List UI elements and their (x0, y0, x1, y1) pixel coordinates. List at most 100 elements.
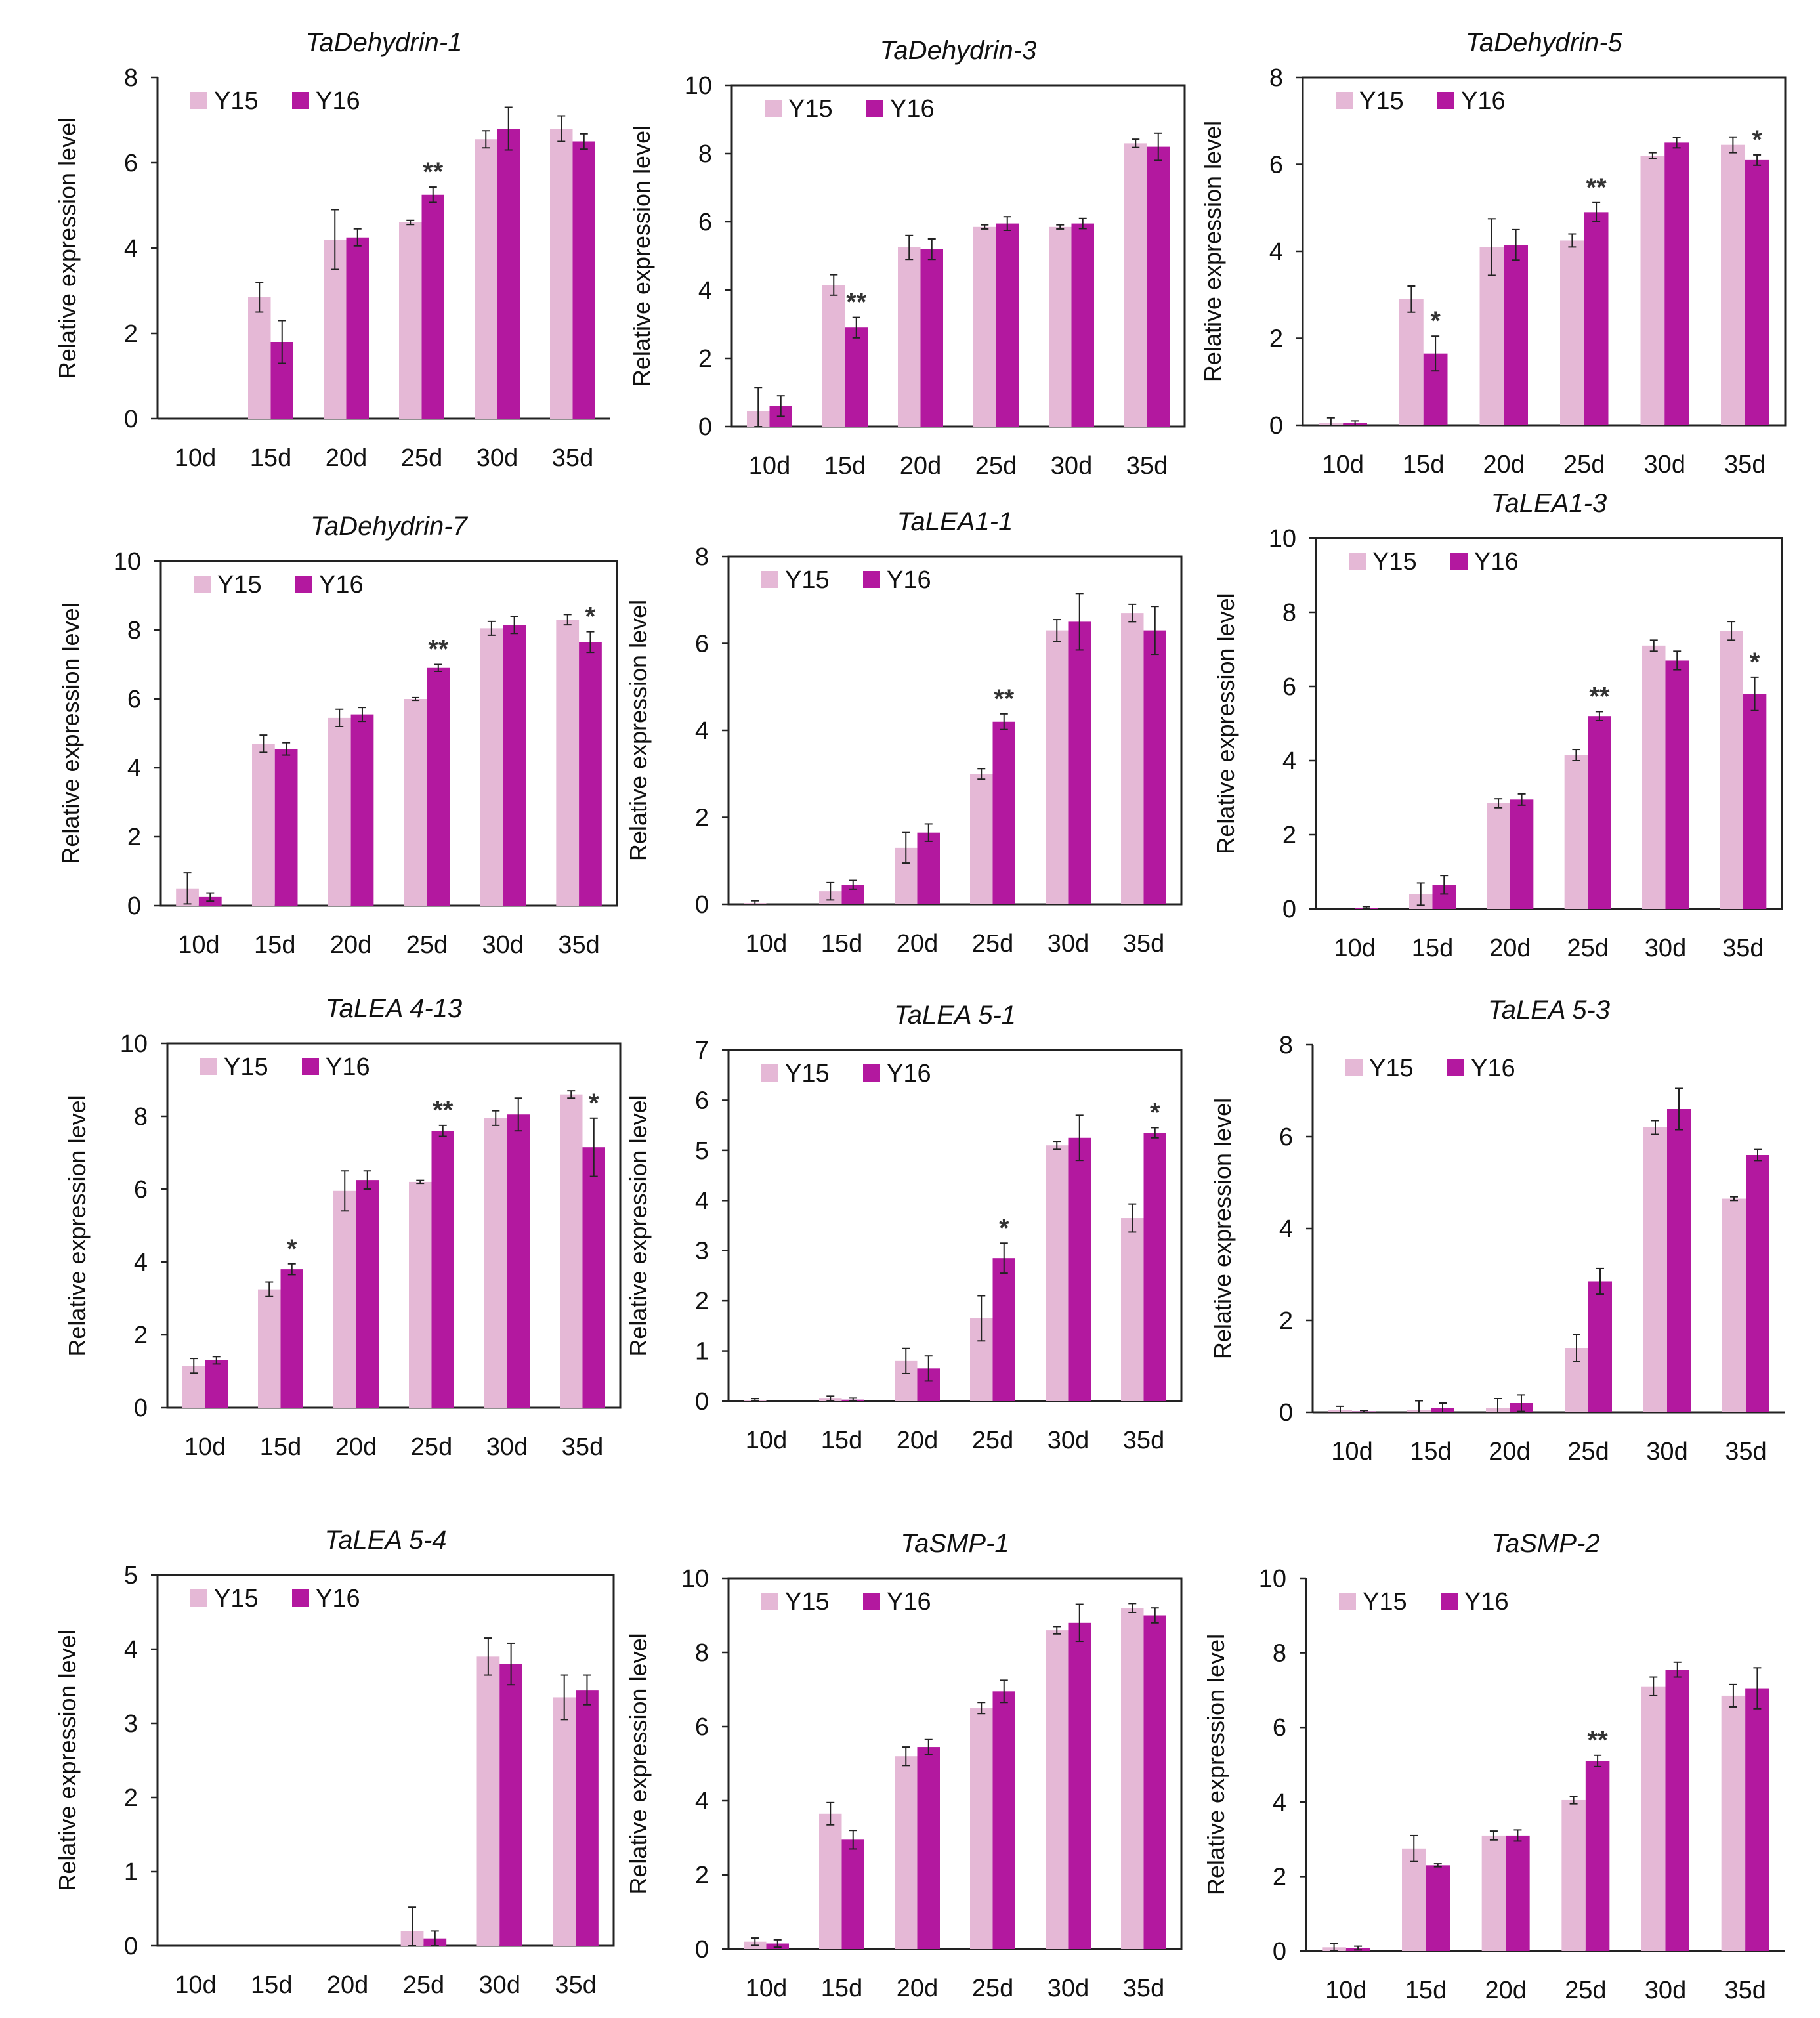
y-tick-label: 3 (124, 1710, 138, 1738)
x-tick-label: 20d (335, 1433, 377, 1461)
x-tick-label: 10d (184, 1433, 226, 1461)
bar-y16-35d (582, 1147, 605, 1408)
y-tick-label: 4 (695, 1788, 709, 1815)
bar-y15-30d (476, 1656, 500, 1946)
y-tick-label: 4 (695, 1187, 709, 1215)
bar-y15-30d (1049, 226, 1072, 427)
chart-panel-7: TaLEA 4-13 Relative expression level 0 2 4 6 8… (64, 994, 622, 1461)
bar-y15-20d (1487, 803, 1510, 909)
legend-label-y15: Y15 (788, 95, 833, 123)
x-tick-label: 30d (486, 1433, 528, 1461)
x-tick-label: 15d (821, 930, 862, 957)
bar-y15-35d (1720, 631, 1743, 909)
bar-y15-25d (409, 1181, 432, 1408)
legend-label-y16: Y16 (1464, 1588, 1509, 1616)
x-tick-label: 15d (1412, 935, 1453, 962)
bar-y15-30d (1641, 1686, 1666, 1951)
bar-y16-35d (1143, 630, 1166, 904)
x-tick-label: 25d (411, 1433, 452, 1461)
bar-y15-15d (819, 1813, 842, 1949)
bar-y16-30d (1665, 1670, 1689, 1951)
bar-y16-25d (1588, 1281, 1612, 1412)
x-tick-label: 25d (972, 1975, 1013, 2002)
bar-y15-30d (1046, 1145, 1069, 1401)
x-tick-label: 10d (746, 1975, 787, 2002)
significance-marker: * (1750, 648, 1760, 677)
bar-y16-30d (1665, 660, 1689, 909)
x-tick-label: 25d (1567, 1438, 1609, 1465)
bar-y16-35d (1745, 159, 1769, 425)
bar-y16-15d (274, 749, 298, 906)
bar-y16-15d (280, 1269, 303, 1408)
bar-y16-35d (579, 642, 602, 906)
x-tick-label: 20d (897, 1427, 938, 1454)
x-tick-label: 30d (1051, 452, 1092, 480)
y-tick-label: 2 (698, 345, 712, 373)
bar-y15-20d (895, 1756, 918, 1949)
x-tick-label: 20d (900, 452, 941, 480)
chart-title: TaLEA1-1 (897, 507, 1013, 536)
x-tick-label: 20d (1483, 451, 1525, 478)
y-tick-label: 6 (698, 209, 712, 236)
significance-marker: * (589, 1089, 599, 1118)
y-tick-label: 2 (127, 824, 141, 851)
bar-y15-35d (550, 129, 573, 419)
bar-y15-35d (1722, 1198, 1746, 1412)
bar-y15-25d (970, 774, 993, 904)
x-tick-label: 35d (555, 1971, 596, 1999)
y-tick-label: 6 (1273, 1714, 1286, 1742)
y-tick-label: 4 (1273, 1789, 1286, 1817)
x-tick-label: 35d (1123, 1975, 1164, 2002)
y-tick-label: 3 (695, 1238, 709, 1265)
bar-y15-30d (1640, 156, 1665, 425)
legend-label-y16: Y16 (887, 1060, 931, 1087)
bar-y15-35d (556, 620, 580, 906)
significance-marker: ** (846, 288, 867, 317)
chart-panel-10: TaLEA 5-4 Relative expression level 0 1 2 3 4 5… (54, 1526, 615, 1999)
chart-panel-4: TaDehydrin-7 Relative expression level 0 2 4… (57, 512, 618, 959)
bar-y15-30d (1642, 645, 1666, 909)
bar-y15-20d (333, 1190, 356, 1408)
y-tick-label: 6 (695, 631, 709, 658)
x-tick-label: 15d (251, 1971, 292, 1999)
x-tick-label: 10d (1334, 935, 1375, 962)
significance-marker: * (585, 602, 596, 631)
x-tick-label: 15d (821, 1975, 862, 2002)
legend-label-y16: Y16 (326, 1053, 370, 1081)
x-tick-label: 35d (1722, 935, 1764, 962)
bar-y15-20d (898, 247, 921, 427)
legend-swatch-y15 (1339, 1593, 1356, 1610)
chart-panel-2: TaDehydrin-3 Relative expression level 0 2 4… (628, 36, 1186, 480)
bar-y15-25d (1561, 1799, 1586, 1951)
plot-frame (159, 560, 618, 907)
y-tick-label: 5 (695, 1137, 709, 1165)
significance-marker: ** (433, 1096, 454, 1125)
y-tick-label: 2 (695, 805, 709, 832)
x-tick-label: 10d (178, 931, 219, 959)
legend-label-y16: Y16 (1474, 548, 1519, 576)
bar-y15-35d (1121, 1218, 1144, 1401)
x-tick-label: 35d (1126, 452, 1168, 480)
legend-label-y15: Y15 (1369, 1055, 1414, 1082)
bar-y15-35d (1721, 1695, 1746, 1951)
x-tick-label: 15d (250, 444, 291, 472)
x-tick-label: 30d (1048, 1427, 1089, 1454)
x-tick-label: 20d (327, 1971, 368, 1999)
significance-marker: ** (1588, 1726, 1609, 1755)
bar-y16-30d (497, 129, 520, 419)
bar-y16-25d (996, 223, 1019, 427)
x-tick-label: 25d (972, 930, 1013, 957)
chart-title: TaLEA 4-13 (326, 994, 462, 1023)
y-tick-label: 1 (695, 1338, 709, 1366)
x-tick-label: 20d (897, 1975, 938, 2002)
y-tick-label: 6 (695, 1713, 709, 1741)
plot-frame (727, 1049, 1183, 1402)
y-tick-label: 8 (698, 140, 712, 168)
legend-label-y16: Y16 (887, 1588, 931, 1616)
plot-frame (166, 1042, 622, 1409)
x-tick-label: 30d (1646, 1438, 1687, 1465)
plot-frame (727, 1577, 1183, 1950)
legend-label-y16: Y16 (316, 87, 360, 115)
y-tick-label: 10 (114, 548, 141, 576)
y-tick-label: 6 (1282, 673, 1296, 701)
